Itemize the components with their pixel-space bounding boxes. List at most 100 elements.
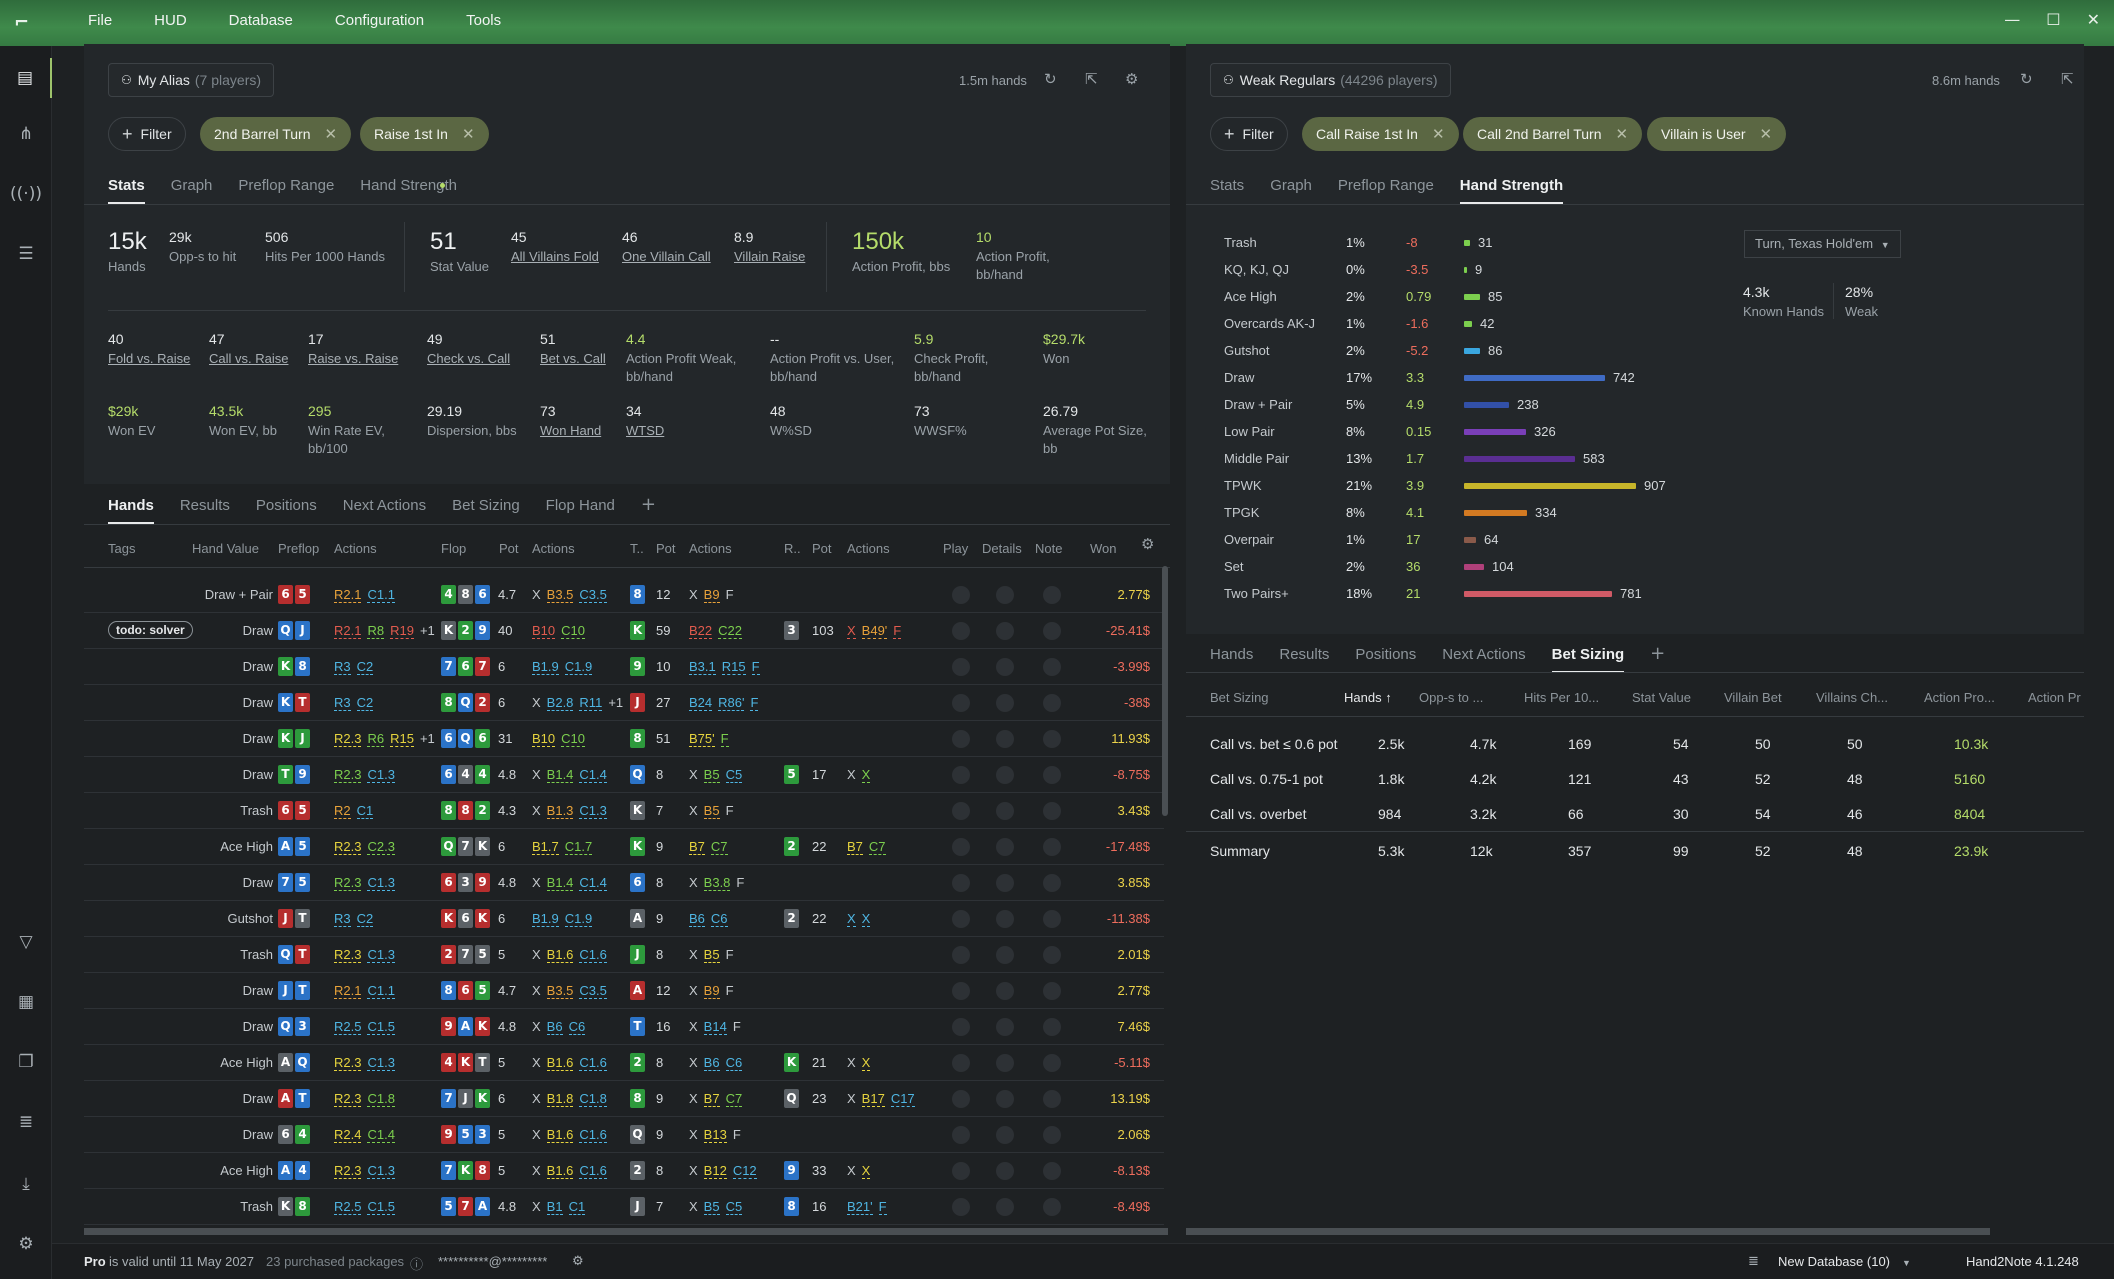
table-row[interactable]: Draw 7 5 R2.3 C1.3 6 3 9 4.8 X B1.4 C1.4 6 8 X B3.8 F 3.8… bbox=[84, 865, 1164, 901]
play-button[interactable] bbox=[952, 622, 970, 640]
tables-icon[interactable]: ❐ bbox=[18, 1052, 34, 1072]
tab-next-actions[interactable]: Next Actions bbox=[1442, 646, 1526, 663]
menu-database[interactable]: Database bbox=[228, 12, 293, 29]
column-header[interactable]: Action Pro... bbox=[1924, 690, 1995, 705]
stat-label[interactable]: Bet vs. Call bbox=[540, 351, 606, 366]
details-button[interactable] bbox=[996, 1018, 1014, 1036]
download-icon[interactable]: ⤓ bbox=[22, 1174, 30, 1194]
details-button[interactable] bbox=[996, 946, 1014, 964]
play-button[interactable] bbox=[952, 910, 970, 928]
column-header[interactable]: Play bbox=[943, 541, 969, 556]
menu-hud[interactable]: HUD bbox=[154, 12, 187, 29]
game-street-dropdown[interactable]: Turn, Texas Hold'em ▼ bbox=[1744, 230, 1901, 258]
play-button[interactable] bbox=[952, 766, 970, 784]
details-button[interactable] bbox=[996, 1198, 1014, 1216]
menu-file[interactable]: File bbox=[88, 12, 113, 29]
play-button[interactable] bbox=[952, 1054, 970, 1072]
reports-icon[interactable]: ▤ bbox=[0, 58, 52, 98]
table-row[interactable]: Trash 6 5 R2 C1 8 8 2 4.3 X B1.3 C1.3 K 7 X B5 F 3.43$ bbox=[84, 793, 1164, 829]
note-button[interactable] bbox=[1043, 1162, 1061, 1180]
table-row[interactable]: Draw K 8 R3 C2 7 6 7 6 B1.9 C1.9 9 10 B3.1 R15 F -3.99$ bbox=[84, 649, 1164, 685]
filter-chip[interactable]: Call 2nd Barrel Turn ✕ bbox=[1463, 117, 1643, 151]
note-button[interactable] bbox=[1043, 874, 1061, 892]
table-row[interactable]: Ace High A 5 R2.3 C2.3 Q 7 K 6 B1.7 C1.7 K 9 B7 C7 2 22 B… bbox=[84, 829, 1164, 865]
column-header[interactable]: Pot bbox=[812, 541, 832, 556]
details-button[interactable] bbox=[996, 910, 1014, 928]
close-icon[interactable]: ✕ bbox=[1759, 126, 1773, 143]
table-row[interactable]: Call vs. overbet 984 3.2k 66 30 54 46 8404 bbox=[1186, 796, 2084, 831]
tab-preflop-range[interactable]: Preflop Range bbox=[1337, 177, 1434, 194]
table-row[interactable]: Ace High A 4 R2.3 C1.3 7 K 8 5 X B1.6 C1.6 2 8 X B12 C12… bbox=[84, 1153, 1164, 1189]
table-row[interactable]: Ace High A Q R2.3 C1.3 4 K T 5 X B1.6 C1.6 2 8 X B6 C6 K 2… bbox=[84, 1045, 1164, 1081]
play-button[interactable] bbox=[952, 946, 970, 964]
layout-icon[interactable]: ▦ bbox=[17, 992, 35, 1012]
alias-selector[interactable]: ⚇ Weak Regulars (44296 players) bbox=[1210, 63, 1451, 97]
details-button[interactable] bbox=[996, 1090, 1014, 1108]
table-row[interactable]: Draw 6 4 R2.4 C1.4 9 5 3 5 X B1.6 C1.6 Q 9 X B13 F 2.06$ bbox=[84, 1117, 1164, 1153]
column-header[interactable]: Action Pr bbox=[2028, 690, 2081, 705]
column-header[interactable]: Actions bbox=[689, 541, 732, 556]
stat-label[interactable]: One Villain Call bbox=[622, 249, 711, 264]
share-icon[interactable]: ⋔ bbox=[18, 124, 34, 144]
filter-button[interactable]: + Filter bbox=[1210, 117, 1288, 151]
stat-label[interactable]: Won Hand bbox=[540, 423, 602, 438]
database-icon[interactable]: ≣ bbox=[18, 1112, 34, 1132]
details-button[interactable] bbox=[996, 622, 1014, 640]
popout-icon[interactable]: ⇱ bbox=[1085, 70, 1098, 88]
note-button[interactable] bbox=[1043, 1198, 1061, 1216]
note-button[interactable] bbox=[1043, 1054, 1061, 1072]
details-button[interactable] bbox=[996, 766, 1014, 784]
tab-stats[interactable]: Stats bbox=[108, 177, 145, 204]
filter-icon[interactable]: ▽ bbox=[19, 932, 33, 952]
vertical-scrollbar[interactable] bbox=[1162, 566, 1168, 816]
refresh-icon[interactable]: ↻ bbox=[2020, 70, 2033, 88]
details-button[interactable] bbox=[996, 874, 1014, 892]
play-button[interactable] bbox=[952, 730, 970, 748]
stat-label[interactable]: Raise vs. Raise bbox=[308, 351, 399, 366]
close-icon[interactable]: ✕ bbox=[2086, 10, 2100, 29]
table-row[interactable]: Draw T 9 R2.3 C1.3 6 4 4 4.8 X B1.4 C1.4 Q 8 X B5 C5 5 17 X… bbox=[84, 757, 1164, 793]
play-button[interactable] bbox=[952, 838, 970, 856]
gear-icon[interactable]: ⚙ bbox=[18, 1234, 34, 1254]
column-header[interactable]: Pot bbox=[656, 541, 676, 556]
details-button[interactable] bbox=[996, 658, 1014, 676]
column-header[interactable]: T.. bbox=[630, 541, 644, 556]
packages-count[interactable]: 23 purchased packages bbox=[266, 1254, 405, 1269]
note-button[interactable] bbox=[1043, 802, 1061, 820]
column-header[interactable]: Tags bbox=[108, 541, 136, 556]
note-button[interactable] bbox=[1043, 730, 1061, 748]
play-button[interactable] bbox=[952, 658, 970, 676]
tab-preflop-range[interactable]: Preflop Range bbox=[238, 177, 335, 194]
gear-icon[interactable]: ⚙ bbox=[1125, 70, 1139, 88]
column-header[interactable]: R.. bbox=[784, 541, 801, 556]
refresh-icon[interactable]: ↻ bbox=[1044, 70, 1057, 88]
column-header[interactable]: Villain Bet bbox=[1724, 690, 1782, 705]
note-button[interactable] bbox=[1043, 946, 1061, 964]
play-button[interactable] bbox=[952, 874, 970, 892]
note-button[interactable] bbox=[1043, 910, 1061, 928]
tab-flop-hand[interactable]: Flop Hand bbox=[545, 497, 615, 514]
column-header[interactable]: Preflop bbox=[278, 541, 320, 556]
horizontal-scrollbar[interactable] bbox=[84, 1228, 1168, 1235]
table-row[interactable]: Gutshot J T R3 C2 K 6 K 6 B1.9 C1.9 A 9 B6 C6 2 22 X X -11.… bbox=[84, 901, 1164, 937]
column-header[interactable]: Hand Value bbox=[192, 541, 259, 556]
alias-selector[interactable]: ⚇ My Alias (7 players) bbox=[108, 63, 275, 97]
details-button[interactable] bbox=[996, 1126, 1014, 1144]
settings-sliders-icon[interactable]: ☰ bbox=[18, 244, 34, 264]
details-button[interactable] bbox=[996, 802, 1014, 820]
play-button[interactable] bbox=[952, 802, 970, 820]
column-header[interactable]: Actions bbox=[334, 541, 377, 556]
note-button[interactable] bbox=[1043, 586, 1061, 604]
note-button[interactable] bbox=[1043, 694, 1061, 712]
tab-hand-strength[interactable]: Hand Strength bbox=[360, 177, 458, 194]
column-header[interactable]: Flop bbox=[441, 541, 467, 556]
table-row[interactable]: Draw Q 3 R2.5 C1.5 9 A K 4.8 X B6 C6 T 16 X B14 F 7.46$ bbox=[84, 1009, 1164, 1045]
tab-next-actions[interactable]: Next Actions bbox=[342, 497, 427, 514]
table-row[interactable]: Trash K 8 R2.5 C1.5 5 7 A 4.8 X B1 C1 J 7 X B5 C5 8 16 B21'… bbox=[84, 1189, 1164, 1225]
popout-icon[interactable]: ⇱ bbox=[2061, 70, 2074, 88]
add-tab-icon[interactable]: + bbox=[640, 494, 656, 515]
column-header[interactable]: Note bbox=[1035, 541, 1063, 556]
filter-chip[interactable]: 2nd Barrel Turn ✕ bbox=[200, 117, 352, 151]
details-button[interactable] bbox=[996, 1162, 1014, 1180]
close-icon[interactable]: ✕ bbox=[324, 126, 338, 143]
